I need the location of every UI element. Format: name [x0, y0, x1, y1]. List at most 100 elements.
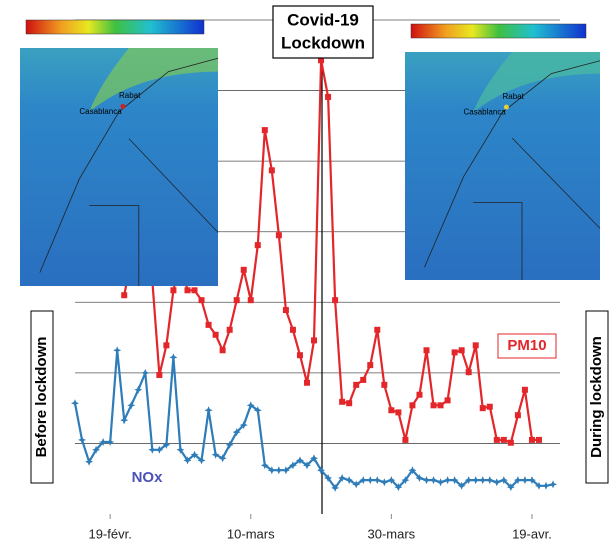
marker: [106, 438, 114, 446]
colorbar: [411, 24, 586, 38]
marker: [325, 94, 331, 100]
marker: [380, 478, 388, 486]
x-tick-label: 30-mars: [368, 526, 416, 541]
marker: [269, 167, 275, 173]
marker: [169, 353, 177, 361]
city-label: Rabat: [503, 92, 525, 101]
marker: [276, 232, 282, 238]
city-label: Casablanca: [464, 107, 507, 116]
side-label: Before lockdown: [33, 337, 50, 458]
marker: [444, 476, 452, 484]
marker: [163, 342, 169, 348]
marker: [297, 352, 303, 358]
legend-label: NOx: [132, 469, 164, 486]
x-tick-label: 19-avr.: [512, 526, 552, 541]
marker: [423, 476, 431, 484]
marker: [402, 437, 408, 443]
marker: [127, 401, 135, 409]
marker: [366, 476, 374, 484]
marker: [304, 380, 310, 386]
marker: [501, 437, 507, 443]
marker: [431, 402, 437, 408]
marker: [248, 297, 254, 303]
marker: [521, 476, 529, 484]
marker: [290, 327, 296, 333]
marker: [529, 437, 535, 443]
marker: [472, 476, 480, 484]
insets: Rabat Casablanca Rabat Casablanca: [20, 20, 600, 286]
marker: [381, 382, 387, 388]
marker: [275, 466, 283, 474]
marker: [360, 377, 366, 383]
marker: [148, 446, 156, 454]
marker: [515, 412, 521, 418]
marker: [283, 307, 289, 313]
marker: [388, 407, 394, 413]
chart: 19-févr. 10-mars 30-mars 19-avr. Rabat Casab…: [0, 0, 614, 546]
marker: [424, 347, 430, 353]
marker: [121, 292, 127, 298]
marker: [227, 327, 233, 333]
marker: [536, 437, 542, 443]
marker: [437, 478, 445, 486]
side-label: During lockdown: [588, 336, 605, 458]
marker: [494, 437, 500, 443]
annotation: Lockdown: [281, 33, 365, 52]
marker: [184, 287, 190, 293]
marker: [71, 399, 79, 407]
marker: [220, 347, 226, 353]
annotation: Covid-19: [287, 10, 359, 29]
marker: [241, 267, 247, 273]
marker: [141, 369, 149, 377]
marker: [205, 406, 213, 414]
marker: [192, 287, 198, 293]
marker: [219, 454, 227, 462]
marker: [479, 476, 487, 484]
marker: [234, 297, 240, 303]
marker: [212, 451, 220, 459]
marker: [367, 362, 373, 368]
marker: [486, 476, 494, 484]
marker: [332, 297, 338, 303]
marker: [395, 409, 401, 415]
colorbar: [26, 20, 204, 34]
legend-label: PM10: [507, 337, 546, 354]
marker: [445, 397, 451, 403]
marker: [339, 399, 345, 405]
marker: [373, 476, 381, 484]
marker: [134, 386, 142, 394]
marker: [170, 287, 176, 293]
marker: [199, 297, 205, 303]
marker: [493, 478, 501, 486]
marker: [120, 416, 128, 424]
marker: [549, 480, 557, 488]
marker: [480, 405, 486, 411]
marker: [262, 127, 268, 133]
marker: [206, 322, 212, 328]
marker: [416, 392, 422, 398]
marker: [542, 482, 550, 490]
marker: [459, 347, 465, 353]
city-label: Rabat: [119, 91, 141, 100]
marker: [466, 369, 472, 375]
x-tick-label: 10-mars: [227, 526, 275, 541]
marker: [156, 372, 162, 378]
marker: [473, 342, 479, 348]
city-label: Casablanca: [79, 107, 122, 116]
marker: [213, 332, 219, 338]
marker: [311, 337, 317, 343]
marker: [522, 387, 528, 393]
marker: [487, 404, 493, 410]
marker: [452, 349, 458, 355]
marker: [353, 382, 359, 388]
marker: [430, 476, 438, 484]
x-tick-label: 19-févr.: [88, 526, 131, 541]
marker: [113, 346, 121, 354]
marker: [438, 402, 444, 408]
marker: [508, 440, 514, 446]
marker: [346, 400, 352, 406]
marker: [374, 327, 380, 333]
marker: [78, 436, 86, 444]
marker: [409, 402, 415, 408]
marker: [255, 242, 261, 248]
